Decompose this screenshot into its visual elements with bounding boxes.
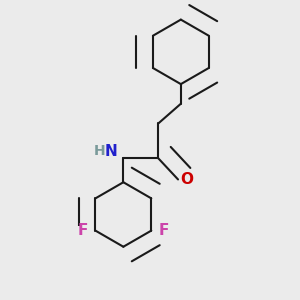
FancyBboxPatch shape (76, 226, 89, 236)
Text: O: O (180, 172, 193, 187)
Text: H: H (94, 144, 105, 158)
Text: F: F (78, 223, 88, 238)
FancyBboxPatch shape (158, 226, 170, 236)
FancyBboxPatch shape (180, 174, 193, 184)
Text: F: F (159, 223, 169, 238)
Text: N: N (104, 144, 117, 159)
FancyBboxPatch shape (105, 146, 117, 156)
